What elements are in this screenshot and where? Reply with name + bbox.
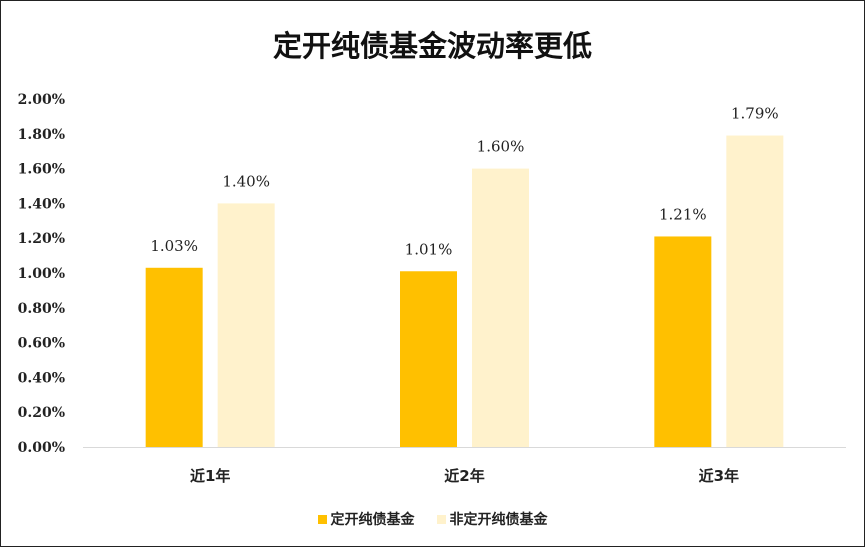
y-tick-label: 1.60% xyxy=(18,162,65,178)
y-tick-label: 1.40% xyxy=(18,196,65,212)
y-tick-label: 0.00% xyxy=(18,440,65,456)
legend-item-series-2: 非定开纯债基金 xyxy=(436,509,548,529)
legend-swatch-series-2 xyxy=(436,514,446,524)
legend-label-series-2: 非定开纯债基金 xyxy=(449,512,548,528)
data-label: 1.21% xyxy=(659,205,707,223)
y-tick-label: 1.20% xyxy=(18,231,65,247)
y-tick-label: 0.20% xyxy=(18,405,65,421)
y-tick-label: 0.80% xyxy=(18,301,65,317)
bar-series-2 xyxy=(217,203,275,447)
chart-title: 定开纯债基金波动率更低 xyxy=(272,29,592,63)
data-label: 1.03% xyxy=(150,237,198,255)
bar-series-1 xyxy=(145,267,203,447)
bar-series-2 xyxy=(726,135,784,448)
data-label: 1.60% xyxy=(477,138,525,156)
x-category-label: 近1年 xyxy=(190,467,230,485)
bar-series-1 xyxy=(400,271,457,447)
data-label: 1.40% xyxy=(222,172,270,190)
legend-swatch-series-1 xyxy=(317,514,327,524)
bar-series-2 xyxy=(472,168,529,447)
data-label: 1.79% xyxy=(731,105,779,123)
legend-item-series-1: 定开纯债基金 xyxy=(317,509,415,529)
x-category-label: 近3年 xyxy=(699,467,739,485)
chart-plot: 0.00% 0.20% 0.40% 0.60% 0.80% 1.00% 1.20% 1.40%… xyxy=(18,92,846,485)
y-tick-label: 0.40% xyxy=(18,370,65,386)
y-tick-label: 1.80% xyxy=(18,127,65,143)
legend-label-series-1: 定开纯债基金 xyxy=(330,512,415,528)
bar-series-1 xyxy=(654,236,712,447)
y-tick-label: 2.00% xyxy=(18,92,65,108)
y-tick-label: 1.00% xyxy=(18,266,65,282)
x-category-label: 近2年 xyxy=(444,467,484,485)
data-label: 1.01% xyxy=(405,240,453,258)
y-tick-label: 0.60% xyxy=(18,336,65,352)
legend: 定开纯债基金 非定开纯债基金 xyxy=(1,509,864,529)
